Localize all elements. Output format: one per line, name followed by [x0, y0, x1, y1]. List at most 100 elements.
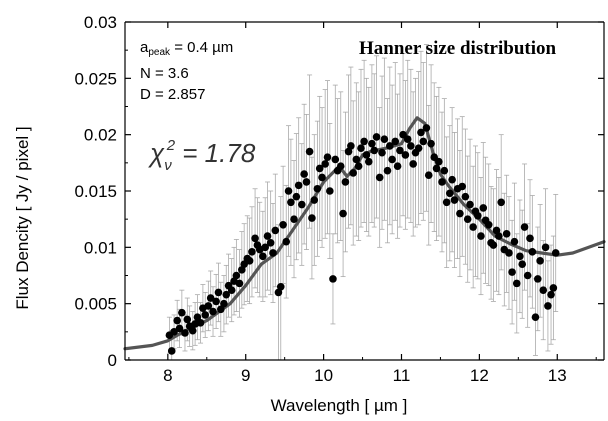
- data-point: [360, 137, 368, 146]
- data-point: [391, 137, 400, 146]
- x-tick-label: 12: [470, 366, 489, 385]
- y-tick-label: 0.015: [74, 182, 117, 201]
- data-point: [479, 204, 488, 212]
- data-point: [232, 271, 241, 280]
- data-point: [505, 249, 513, 257]
- apeak-value: = 0.4 µm: [170, 39, 233, 56]
- data-point: [518, 260, 527, 269]
- data-point: [448, 175, 456, 184]
- data-point: [362, 151, 371, 159]
- chi-symbol: χ: [148, 138, 165, 168]
- data-point: [261, 243, 269, 252]
- n-annotation: N = 3.6: [140, 65, 189, 82]
- data-point: [204, 302, 213, 310]
- data-point: [551, 249, 560, 257]
- data-point: [245, 257, 254, 265]
- data-point: [222, 290, 231, 299]
- data-point: [323, 153, 332, 161]
- data-point: [477, 232, 485, 240]
- data-point: [388, 155, 396, 164]
- data-point: [349, 169, 358, 177]
- data-point: [310, 196, 319, 204]
- data-point: [298, 200, 306, 209]
- data-point: [282, 237, 291, 246]
- data-point: [536, 257, 544, 265]
- data-point: [427, 139, 435, 148]
- data-point: [403, 135, 412, 143]
- data-point: [442, 198, 451, 207]
- data-point: [461, 192, 470, 201]
- data-point: [315, 164, 324, 173]
- data-point: [173, 316, 181, 325]
- data-point: [263, 232, 272, 240]
- data-point: [502, 230, 511, 238]
- data-point: [463, 215, 472, 223]
- data-point: [354, 162, 363, 171]
- data-point: [170, 328, 178, 336]
- data-point: [248, 248, 256, 256]
- y-tick-label: 0.02: [84, 126, 117, 145]
- data-point: [497, 198, 505, 207]
- y-tick-label: 0: [108, 351, 117, 370]
- y-tick-label: 0.005: [74, 295, 117, 314]
- data-point: [396, 146, 404, 155]
- data-point: [438, 178, 446, 186]
- data-point: [474, 211, 482, 220]
- apeak-subscript: peak: [148, 47, 171, 58]
- data-point: [547, 290, 555, 299]
- data-point: [183, 315, 192, 324]
- x-ticks-layer: 8 9 10 11 12 13: [128, 22, 597, 385]
- x-axis-label: Wavelength [ µm ]: [271, 396, 408, 415]
- data-point: [271, 226, 280, 235]
- data-point: [424, 171, 433, 180]
- data-point: [212, 297, 220, 306]
- data-point: [528, 248, 537, 256]
- data-point: [430, 153, 439, 161]
- data-point: [300, 170, 308, 178]
- data-point: [217, 305, 225, 314]
- data-point: [193, 313, 202, 321]
- data-point: [259, 252, 267, 261]
- data-point: [326, 187, 334, 195]
- data-point: [380, 135, 389, 143]
- data-point: [305, 147, 314, 156]
- data-point: [167, 347, 176, 355]
- data-point: [318, 173, 326, 182]
- data-point: [302, 178, 311, 186]
- data-point: [407, 142, 415, 150]
- data-point: [383, 166, 392, 175]
- chi-value: = 1.78: [175, 138, 256, 168]
- data-point: [341, 178, 350, 186]
- data-point: [456, 209, 464, 218]
- data-point: [368, 139, 376, 148]
- data-point: [401, 151, 410, 159]
- data-point: [308, 214, 316, 222]
- data-point: [251, 234, 259, 243]
- data-point: [269, 249, 277, 257]
- data-point: [279, 221, 287, 229]
- data-point: [357, 144, 365, 152]
- data-point: [466, 200, 474, 209]
- data-point: [512, 279, 521, 288]
- data-point: [417, 128, 425, 137]
- data-point: [523, 271, 532, 280]
- data-point: [409, 160, 417, 168]
- data-point: [508, 268, 516, 276]
- x-tick-label: 9: [241, 366, 250, 385]
- x-tick-label: 10: [314, 366, 333, 385]
- data-point: [175, 324, 184, 333]
- y-tick-label: 0.01: [84, 238, 117, 257]
- data-point: [206, 294, 215, 302]
- data-point: [329, 275, 337, 283]
- data-point: [227, 286, 236, 294]
- data-point: [526, 234, 534, 243]
- data-point: [533, 275, 542, 283]
- data-point: [510, 237, 519, 246]
- data-point: [336, 162, 345, 171]
- data-point: [339, 209, 347, 218]
- data-point: [440, 166, 449, 175]
- data-point: [235, 279, 244, 288]
- data-point: [445, 189, 454, 198]
- x-tick-label: 13: [548, 366, 567, 385]
- data-point: [347, 142, 355, 150]
